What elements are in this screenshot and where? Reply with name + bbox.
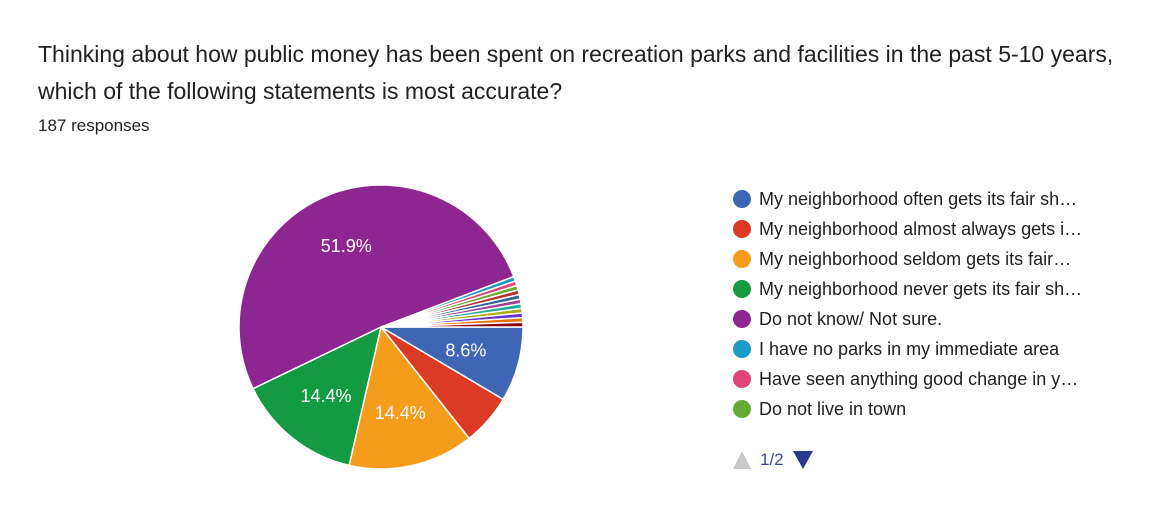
legend-dot-icon bbox=[733, 280, 751, 298]
legend-item-6[interactable]: Have seen anything good change in y… bbox=[733, 364, 1133, 394]
pie-data-label-4: 51.9% bbox=[321, 236, 372, 256]
legend-prev-page-icon[interactable] bbox=[733, 451, 751, 469]
legend-dot-icon bbox=[733, 190, 751, 208]
response-count: 187 responses bbox=[38, 116, 150, 135]
legend-dot-icon bbox=[733, 340, 751, 358]
legend-item-7[interactable]: Do not live in town bbox=[733, 394, 1133, 424]
chart-title: Thinking about how public money has been… bbox=[38, 41, 1114, 104]
legend-dot-icon bbox=[733, 250, 751, 268]
legend-dot-icon bbox=[733, 370, 751, 388]
legend-item-3[interactable]: My neighborhood never gets its fair sh… bbox=[733, 274, 1133, 304]
pie-data-labels: 8.6% 14.4% 14.4% 51.9% bbox=[300, 236, 486, 423]
legend-item-4[interactable]: Do not know/ Not sure. bbox=[733, 304, 1133, 334]
legend-item-2[interactable]: My neighborhood seldom gets its fair… bbox=[733, 244, 1133, 274]
legend-label: Do not know/ Not sure. bbox=[759, 308, 943, 329]
legend-item-0[interactable]: My neighborhood often gets its fair sh… bbox=[733, 184, 1133, 214]
legend-dot-icon bbox=[733, 220, 751, 238]
pie-slice-15[interactable] bbox=[380, 321, 524, 328]
legend-label: I have no parks in my immediate area bbox=[759, 338, 1060, 359]
legend-label: My neighborhood never gets its fair sh… bbox=[759, 278, 1083, 299]
legend-item-1[interactable]: My neighborhood almost always gets i… bbox=[733, 214, 1133, 244]
legend-page-indicator: 1/2 bbox=[760, 450, 784, 469]
pie-data-label-0: 8.6% bbox=[445, 340, 486, 360]
pie-slice-4[interactable] bbox=[238, 184, 515, 390]
pie-data-label-2: 14.4% bbox=[375, 403, 426, 423]
pie-slice-2[interactable] bbox=[348, 325, 471, 470]
legend-item-5[interactable]: I have no parks in my immediate area bbox=[733, 334, 1133, 364]
legend-label: My neighborhood almost always gets i… bbox=[759, 218, 1083, 239]
chart-legend: My neighborhood often gets its fair sh… M… bbox=[733, 184, 1133, 424]
legend-next-page-icon[interactable] bbox=[792, 451, 813, 469]
legend-dot-icon bbox=[733, 400, 751, 418]
pie-data-label-3: 14.4% bbox=[300, 386, 351, 406]
legend-label: My neighborhood often gets its fair sh… bbox=[759, 188, 1078, 209]
legend-pager: 1/2 bbox=[733, 450, 813, 470]
legend-label: Do not live in town bbox=[759, 398, 907, 419]
legend-label: Have seen anything good change in y… bbox=[759, 368, 1079, 389]
legend-dot-icon bbox=[733, 310, 751, 328]
pie-slices bbox=[238, 184, 524, 470]
legend-label: My neighborhood seldom gets its fair… bbox=[759, 248, 1072, 269]
pie-slice-3[interactable] bbox=[252, 325, 383, 467]
